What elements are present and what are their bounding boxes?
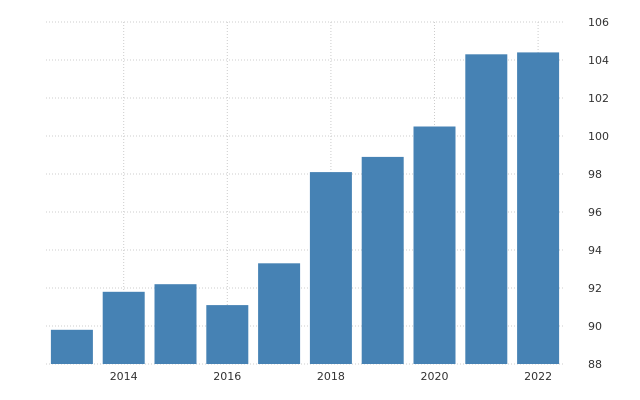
bar-2022 bbox=[517, 52, 560, 365]
y-tick-label: 98 bbox=[588, 168, 602, 181]
bar-2015 bbox=[154, 284, 197, 364]
bar-2017 bbox=[258, 263, 301, 364]
y-tick-label: 90 bbox=[588, 320, 602, 333]
y-tick-label: 104 bbox=[588, 54, 609, 67]
bar-2014 bbox=[102, 291, 145, 364]
bar-2018 bbox=[309, 172, 352, 364]
y-tick-label: 100 bbox=[588, 130, 609, 143]
y-tick-label: 102 bbox=[588, 92, 609, 105]
bars bbox=[50, 52, 560, 365]
bar-2016 bbox=[206, 305, 249, 364]
x-tick-label: 2022 bbox=[524, 370, 552, 383]
y-tick-label: 88 bbox=[588, 358, 602, 371]
bar-2019 bbox=[361, 156, 404, 364]
x-tick-label: 2018 bbox=[317, 370, 345, 383]
x-axis: 2014 2016 2018 2020 2022 bbox=[110, 370, 552, 383]
y-tick-label: 94 bbox=[588, 244, 602, 257]
y-tick-label: 92 bbox=[588, 282, 602, 295]
y-tick-label: 96 bbox=[588, 206, 602, 219]
y-axis: 88 90 92 94 96 98 100 102 104 106 bbox=[588, 16, 609, 371]
bar-2013 bbox=[50, 329, 93, 364]
bar-2021 bbox=[465, 54, 508, 365]
x-tick-label: 2016 bbox=[213, 370, 241, 383]
x-tick-label: 2014 bbox=[110, 370, 138, 383]
bar-2020 bbox=[413, 126, 456, 364]
y-tick-label: 106 bbox=[588, 16, 609, 29]
x-tick-label: 2020 bbox=[421, 370, 449, 383]
